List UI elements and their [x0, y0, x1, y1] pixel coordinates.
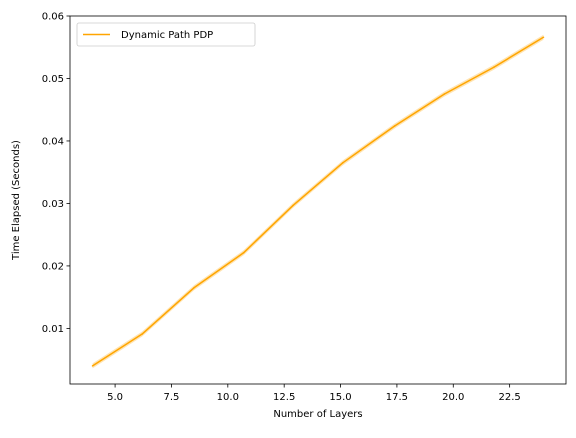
data-point — [292, 204, 295, 207]
x-tick-label: 17.5 — [386, 392, 408, 403]
data-point — [342, 162, 344, 164]
x-tick-label: 5.0 — [107, 392, 123, 403]
data-point — [193, 286, 195, 289]
data-point — [542, 36, 545, 39]
legend-label-dynamic-path-pdp: Dynamic Path PDP — [121, 30, 213, 41]
y-tick-label: 0.04 — [42, 136, 64, 147]
legend-box — [76, 22, 256, 47]
x-tick-label: 15.0 — [329, 392, 351, 403]
y-tick-label: 0.03 — [42, 199, 64, 210]
confidence-band — [92, 34, 544, 369]
y-tick-label: 0.06 — [42, 12, 64, 23]
plot-content — [91, 34, 545, 369]
data-point — [443, 93, 446, 95]
x-tick-label: 22.5 — [499, 392, 521, 403]
y-tick-label: 0.02 — [42, 261, 64, 272]
data-point — [493, 66, 495, 69]
data-point — [242, 251, 245, 254]
y-axis-ticks: 0.01 0.02 0.03 0.04 0.05 0.06 — [42, 12, 70, 335]
data-point — [393, 125, 396, 127]
x-axis-label: Number of Layers — [273, 409, 362, 420]
data-point — [91, 365, 94, 367]
x-axis-ticks: 5.0 7.5 10.0 12.5 15.0 17.5 20.0 22.5 — [107, 384, 521, 403]
series-line — [92, 36, 544, 367]
y-tick-label: 0.01 — [42, 324, 64, 335]
y-axis-label: Time Elapsed (Seconds) — [11, 140, 22, 261]
x-tick-label: 12.5 — [273, 392, 295, 403]
x-tick-label: 10.0 — [217, 392, 239, 403]
data-point — [141, 333, 143, 335]
x-tick-label: 20.0 — [442, 392, 464, 403]
plot-frame — [69, 15, 567, 385]
legend: Dynamic Path PDP — [76, 22, 256, 47]
x-tick-label: 7.5 — [164, 392, 180, 403]
y-tick-label: 0.05 — [42, 74, 64, 85]
